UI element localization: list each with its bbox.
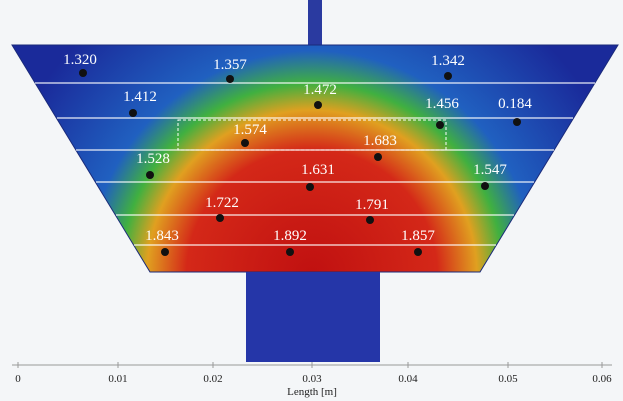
probe-value: 1.683 [363, 133, 397, 149]
x-axis-label: Length [m] [287, 386, 337, 398]
probe-value: 1.357 [213, 57, 247, 73]
probe-point [241, 139, 249, 147]
inlet-pipe [308, 0, 322, 47]
probe-value: 1.631 [301, 162, 335, 178]
probe-point [216, 214, 224, 222]
probe-point [286, 248, 294, 256]
probe-value: 1.892 [273, 228, 307, 244]
probe-value: 1.547 [473, 162, 507, 178]
probe-value: 1.574 [233, 122, 267, 138]
tick-label: 0.02 [203, 373, 222, 385]
probe-value: 1.857 [401, 228, 435, 244]
tick-label: 0.01 [108, 373, 127, 385]
probe-value: 1.528 [136, 151, 170, 167]
probe-point [481, 182, 489, 190]
probe-value: 1.472 [303, 82, 337, 98]
probe-value: 1.412 [123, 89, 157, 105]
simulation-view: Length [m] 1.320 1.357 1.342 1.412 1.472 1.45… [0, 0, 623, 401]
probe-point [374, 153, 382, 161]
tick-label: 0 [15, 373, 21, 385]
tick-label: 0.04 [398, 373, 418, 385]
probe-value: 1.722 [205, 195, 239, 211]
probe-point [129, 109, 137, 117]
probe-point [146, 171, 154, 179]
outlet-section [246, 272, 380, 362]
probe-point [161, 248, 169, 256]
probe-value: 1.320 [63, 52, 97, 68]
probe-value: 0.184 [498, 96, 532, 112]
probe-point [436, 121, 444, 129]
probe-point [306, 183, 314, 191]
probe-point [444, 72, 452, 80]
probe-value: 1.843 [145, 228, 179, 244]
tick-label: 0.06 [592, 373, 612, 385]
probe-value: 1.791 [355, 197, 389, 213]
probe-point [366, 216, 374, 224]
tick-label: 0.05 [498, 373, 518, 385]
probe-point [314, 101, 322, 109]
probe-point [414, 248, 422, 256]
probe-point [513, 118, 521, 126]
tick-label: 0.03 [302, 373, 322, 385]
probe-point [79, 69, 87, 77]
probe-point [226, 75, 234, 83]
probe-value: 1.456 [425, 96, 459, 112]
probe-value: 1.342 [431, 53, 465, 69]
